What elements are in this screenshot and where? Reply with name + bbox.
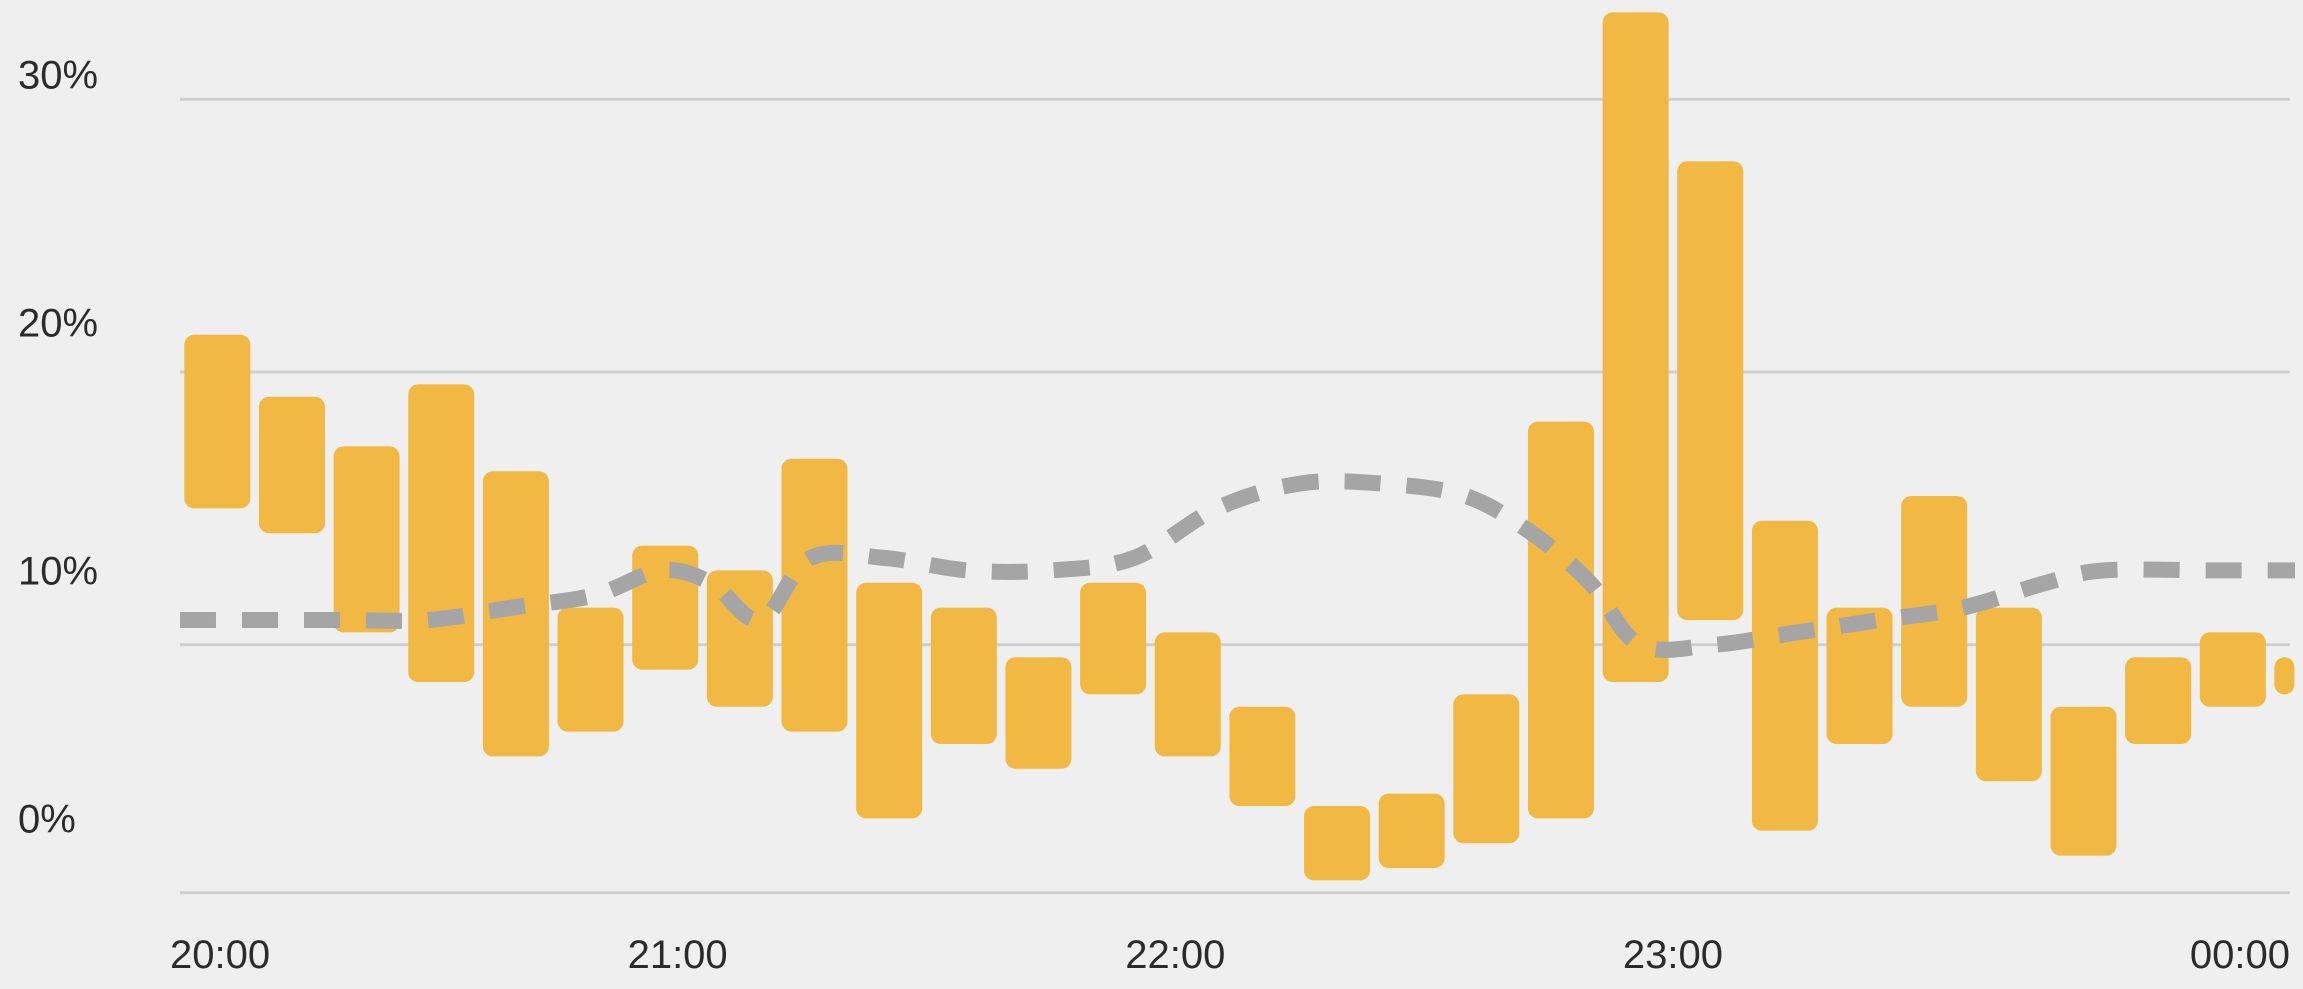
y-axis-ticks: 30% 20% 10% 0% <box>18 53 98 841</box>
bar-11 <box>1005 657 1072 769</box>
bar-22 <box>1826 607 1893 744</box>
bar-21 <box>1751 520 1818 831</box>
x-axis-ticks: 20:00 21:00 22:00 23:00 00:00 <box>170 933 2290 977</box>
bar-26 <box>2125 657 2192 744</box>
bar-12 <box>1080 582 1147 695</box>
bar-14 <box>1229 706 1296 806</box>
x-tick-label-4: 00:00 <box>2190 933 2290 977</box>
bar-24 <box>1975 607 2042 782</box>
bar-23 <box>1901 496 1968 707</box>
trend-line <box>180 473 2295 658</box>
bar-20 <box>1677 161 1744 620</box>
bar-series <box>184 12 2295 881</box>
y-tick-label-0: 30% <box>18 53 98 97</box>
bar-25 <box>2050 706 2117 856</box>
bar-17 <box>1453 694 1520 844</box>
bar-0 <box>184 334 251 509</box>
bar-1 <box>258 396 325 534</box>
bar-28 <box>2274 657 2295 695</box>
bar-2 <box>333 446 400 633</box>
bar-9 <box>856 582 923 819</box>
bar-7 <box>706 570 773 707</box>
x-tick-label-0: 20:00 <box>170 933 270 977</box>
y-tick-label-3: 0% <box>18 797 76 841</box>
bar-5 <box>557 607 624 732</box>
y-tick-label-1: 20% <box>18 301 98 345</box>
y-tick-label-2: 10% <box>18 549 98 593</box>
bar-27 <box>2199 632 2266 707</box>
bar-19 <box>1602 12 1669 682</box>
bar-13 <box>1154 632 1221 757</box>
bar-3 <box>408 384 475 682</box>
bar-16 <box>1378 793 1445 868</box>
bar-15 <box>1304 806 1371 881</box>
bar-8 <box>781 458 848 732</box>
trend-line-path <box>180 473 2295 658</box>
x-tick-label-3: 23:00 <box>1623 933 1723 977</box>
bar-10 <box>930 607 997 744</box>
bar-18 <box>1527 421 1594 819</box>
bar-6 <box>632 545 699 670</box>
x-tick-label-1: 21:00 <box>628 933 728 977</box>
x-tick-label-2: 22:00 <box>1125 933 1225 977</box>
